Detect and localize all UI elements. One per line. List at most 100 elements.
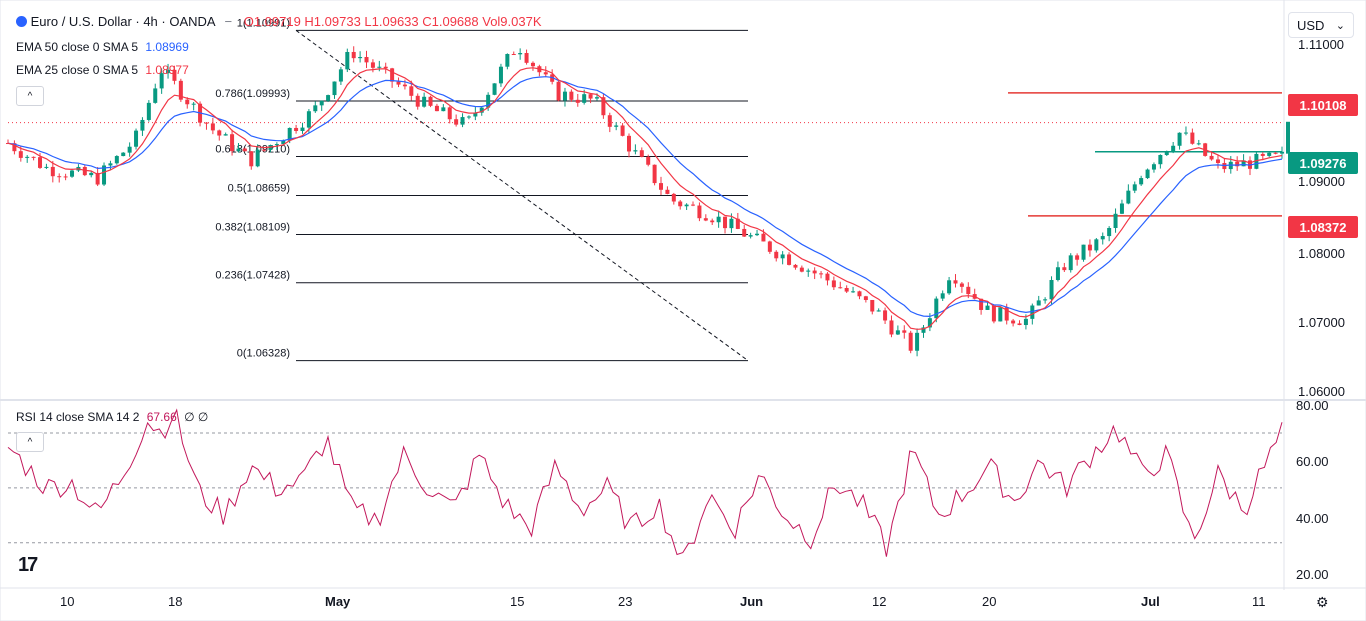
fib-level-label: 0.786(1.09993) [215, 88, 290, 100]
candle-body [1119, 203, 1124, 214]
rsi-legend[interactable]: RSI 14 close SMA 14 2 67.66 ∅ ∅ [16, 410, 208, 424]
candle-body [831, 280, 836, 288]
candle-body [134, 130, 139, 147]
candle-body [819, 273, 824, 275]
ema25-value: 1.08977 [145, 63, 189, 77]
ema25-legend[interactable]: EMA 25 close 0 SMA 5 1.08977 [16, 63, 189, 77]
candle-body [569, 91, 574, 100]
candle-body [358, 56, 363, 59]
candle-body [723, 216, 728, 229]
candle-body [121, 152, 126, 157]
gear-icon[interactable]: ⚙ [1316, 594, 1329, 610]
candle-body [242, 148, 247, 152]
candle-body [281, 140, 286, 145]
candle-body [755, 233, 760, 236]
candle-body [370, 62, 375, 68]
candle-body [876, 310, 881, 312]
candle-body [793, 264, 798, 268]
resistance-price-tag: 1.10108 [1288, 94, 1358, 116]
candle-body [895, 330, 900, 335]
candle-body [505, 54, 510, 67]
rsi-axis-label: 20.00 [1296, 567, 1329, 582]
candle-body [44, 166, 49, 168]
candle-body [902, 330, 907, 333]
candle-body [345, 51, 350, 70]
candle-body [710, 220, 715, 223]
candle-body [12, 143, 17, 152]
candle-body [601, 97, 606, 116]
candle-body [1164, 151, 1169, 155]
current-price-tag: 1.09276 [1288, 152, 1358, 174]
candle-body [889, 320, 894, 335]
candle-body [409, 86, 414, 96]
time-axis-label: 10 [60, 594, 75, 609]
candle-body [57, 176, 62, 178]
rsi-pane [7, 408, 1283, 557]
candle-body [665, 189, 670, 194]
ema50-legend[interactable]: EMA 50 close 0 SMA 5 1.08969 [16, 40, 189, 54]
candle-body [249, 151, 254, 167]
candle-body [230, 134, 235, 152]
candle-body [844, 287, 849, 292]
candle-body [172, 69, 177, 81]
minus-icon[interactable]: − [224, 14, 233, 29]
candle-body [1075, 255, 1080, 260]
candle-body [838, 287, 843, 289]
ema25-label: EMA 25 close 0 SMA 5 [16, 63, 139, 77]
tradingview-logo[interactable]: 17 [18, 554, 38, 576]
candle-body [735, 218, 740, 229]
candle-body [127, 146, 132, 153]
candle-body [562, 91, 567, 101]
candle-body [1062, 267, 1067, 271]
candle-body [966, 286, 971, 295]
time-axis-label: 18 [168, 594, 183, 609]
candle-body [1280, 151, 1284, 154]
candle-body [460, 117, 465, 125]
candle-body [1030, 305, 1035, 319]
candle-body [50, 166, 55, 177]
candle-body [159, 73, 164, 89]
candle-body [236, 148, 241, 152]
candle-body [1087, 244, 1092, 251]
candle-body [671, 193, 676, 202]
rsi-axis-label: 40.00 [1296, 511, 1329, 526]
candle-body [70, 170, 75, 177]
candle-body [1011, 320, 1016, 324]
candle-body [300, 127, 305, 131]
candle-body [806, 270, 811, 272]
candle-body [934, 298, 939, 319]
chevron-up-icon: ^ [27, 90, 33, 102]
candle-body [633, 150, 638, 152]
candle-body [473, 112, 478, 117]
candle-body [659, 183, 664, 190]
candle-body [1113, 213, 1118, 228]
collapse-rsi-button[interactable]: ^ [16, 432, 44, 452]
candle-body [921, 327, 926, 333]
candle-body [204, 122, 209, 124]
candle-body [18, 151, 23, 158]
candle-body [991, 305, 996, 322]
time-axis-label: 20 [982, 594, 997, 609]
fib-level-label: 0.5(1.08659) [228, 183, 290, 195]
candle-body [262, 149, 267, 151]
chevron-up-icon: ^ [27, 436, 33, 448]
candle-body [326, 95, 331, 101]
candle-body [947, 280, 952, 294]
candle-body [915, 332, 920, 351]
candle-body [883, 310, 888, 321]
candle-body [166, 69, 171, 74]
candle-body [434, 105, 439, 112]
collapse-legend-button[interactable]: ^ [16, 86, 44, 106]
candle-body [607, 115, 612, 127]
candle-body [223, 134, 228, 136]
rsi-axis-label: 80.00 [1296, 398, 1329, 413]
candlestick-series [6, 46, 1290, 357]
candle-body [1043, 299, 1048, 301]
candle-body [466, 116, 471, 118]
time-axis-label: 15 [510, 594, 525, 609]
candle-body [812, 270, 817, 274]
currency-selector[interactable]: USD ⌄ [1288, 12, 1354, 38]
